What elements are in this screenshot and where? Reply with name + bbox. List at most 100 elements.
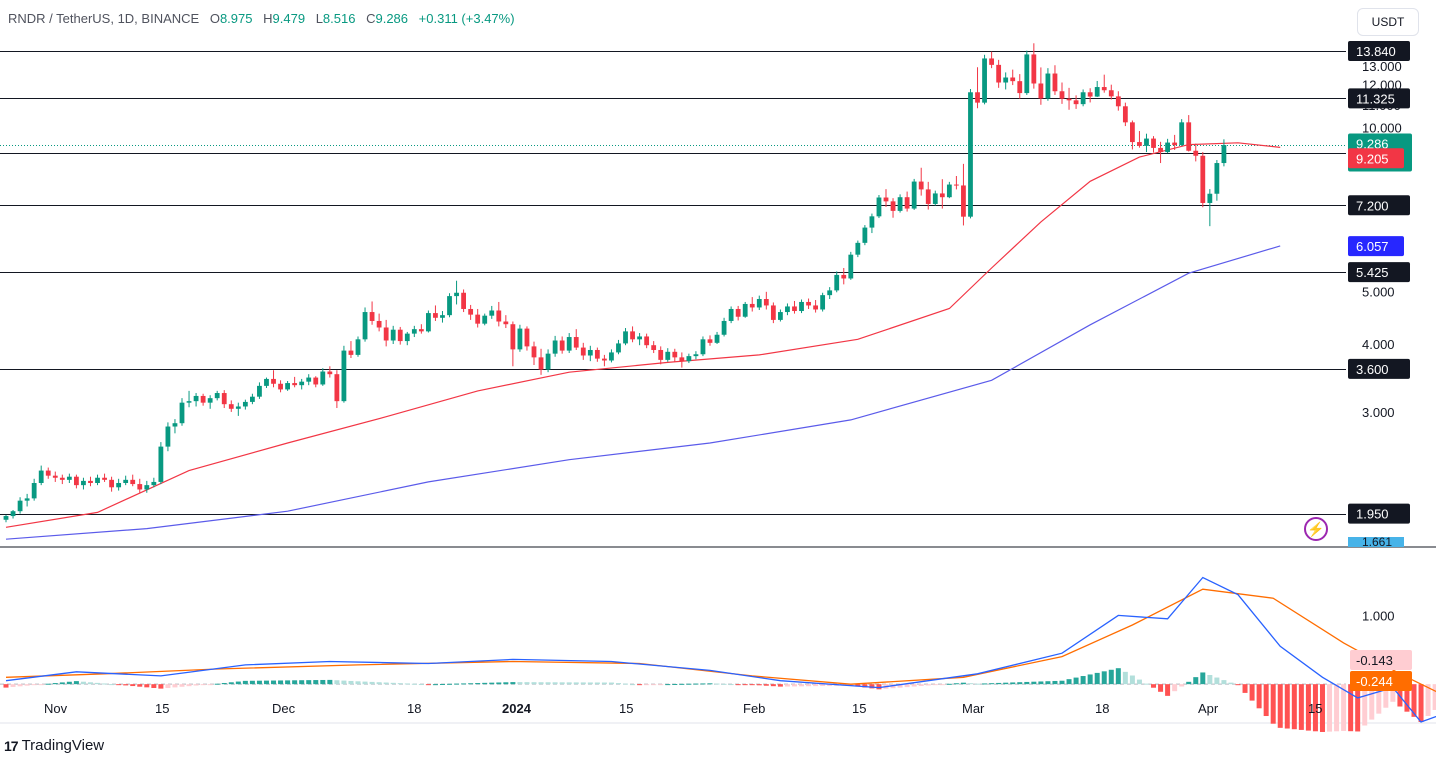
macd-histogram-bar [88,682,93,684]
candle [1081,92,1086,104]
macd-histogram-bar [764,684,769,686]
lightning-icon[interactable]: ⚡ [1304,517,1328,541]
macd-histogram-bar [180,684,185,687]
macd-histogram-bar [137,684,142,687]
candle [151,482,156,485]
candle [553,340,558,353]
macd-histogram-bar [736,684,741,685]
macd-histogram-bar [11,684,16,687]
macd-histogram-bar [961,683,966,684]
candle [1067,99,1072,101]
candle [884,198,889,202]
candle [440,315,445,318]
macd-histogram-bar [384,683,389,685]
macd-histogram-bar [940,684,945,685]
macd-histogram-bar [187,684,192,686]
symbol-name[interactable]: RNDR / TetherUS, 1D, BINANCE [8,11,199,26]
macd-histogram-bar [208,684,213,685]
candle [137,484,142,489]
time-axis-tick: Feb [743,701,765,716]
macd-histogram-bar [693,684,698,685]
macd-histogram-bar [996,683,1001,684]
candle [1186,122,1191,150]
candle [4,516,9,520]
macd-histogram-bar [820,684,825,686]
partial-price-tag-label: 1.661 [1362,535,1392,549]
macd-histogram-bar [39,684,44,685]
candle [905,197,910,208]
candle [313,378,318,385]
macd-histogram-bar [532,682,537,684]
candle [1123,106,1128,122]
macd-histogram-bar [1285,684,1290,728]
candle [1053,74,1058,92]
candle [327,372,332,375]
macd-histogram-bar [1355,684,1360,731]
macd-histogram-bar [806,684,811,686]
time-axis-tick: 15 [852,701,866,716]
time-axis-tick: 15 [619,701,633,716]
macd-histogram-bar [982,683,987,684]
price-axis-tick: 10.000 [1362,121,1402,136]
candle [461,293,466,309]
candle [1144,139,1149,146]
candle [60,478,65,480]
candle [729,309,734,321]
macd-histogram-bar [1109,670,1114,684]
level-price-tag-label: 5.425 [1356,265,1389,280]
macd-histogram-bar [524,682,529,684]
currency-button[interactable]: USDT [1357,8,1419,36]
candle [503,322,508,325]
macd-histogram-bar [1052,681,1057,684]
moving-average-fast [6,143,1280,528]
candle [342,351,347,402]
candle [785,306,790,312]
candle [736,309,741,317]
macd-histogram-bar [468,683,473,684]
level-price-tag-label: 3.600 [1356,362,1389,377]
candle [954,185,959,186]
candle [53,476,58,478]
candle [602,359,607,361]
candle [489,311,494,316]
macd-histogram-bar [194,684,199,685]
macd-histogram-bar [679,684,684,685]
candle [771,305,776,319]
macd-histogram-bar [60,682,65,684]
candle [1024,54,1029,93]
macd-histogram-bar [1264,684,1269,716]
macd-histogram-bar [560,682,565,684]
macd-histogram-bar [229,682,234,684]
macd-histogram-bar [623,684,628,685]
macd-histogram-bar [968,683,973,684]
macd-histogram-bar [53,683,58,684]
candle [1102,87,1107,90]
macd-histogram-bar [1060,681,1065,684]
candle [750,304,755,308]
macd-histogram-bar [130,684,135,686]
candle [933,193,938,204]
macd-histogram-bar [1158,684,1163,692]
macd-histogram-bar [665,684,670,685]
candle [1222,145,1227,163]
macd-histogram-bar [313,680,318,684]
macd-histogram-bar [475,683,480,684]
candle [919,182,924,190]
candle [1214,163,1219,194]
macd-histogram-bar [813,684,818,686]
candle [539,357,544,369]
macd-histogram-bar [933,684,938,685]
macd-histogram-bar [1433,684,1436,710]
brand-logo[interactable]: 17 TradingView [4,737,104,754]
macd-histogram-bar [799,684,804,686]
candle [433,313,438,318]
macd-histogram-bar [510,682,515,684]
macd-histogram-bar [919,684,924,686]
macd-histogram-bar [356,681,361,684]
macd-histogram-bar [1081,676,1086,684]
macd-histogram-bar [454,684,459,685]
macd-histogram-bar [1292,684,1297,729]
time-axis-tick: 18 [407,701,421,716]
